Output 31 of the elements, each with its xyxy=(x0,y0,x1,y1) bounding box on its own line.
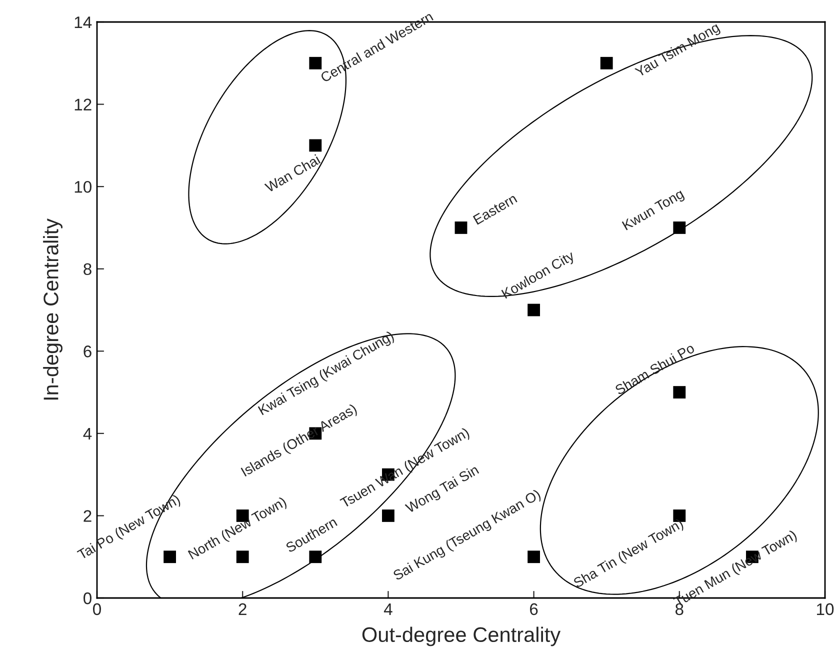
x-tick-label: 6 xyxy=(530,603,538,616)
x-tick-label: 10 xyxy=(817,603,834,616)
y-tick-label: 12 xyxy=(74,98,92,110)
point xyxy=(673,386,686,398)
x-tick-label: 0 xyxy=(93,603,101,616)
y-axis-title: In-degree Centrality xyxy=(43,218,62,400)
point xyxy=(673,222,686,234)
y-tick-label: 0 xyxy=(84,592,92,604)
point xyxy=(309,139,322,152)
x-tick-label: 8 xyxy=(675,603,684,616)
y-tick-label: 4 xyxy=(83,428,92,440)
x-tick-label: 2 xyxy=(238,603,246,615)
annotation: Sham Shui Po xyxy=(614,342,696,396)
point xyxy=(528,304,540,316)
x-axis-title: Out-degree Centrality xyxy=(362,626,561,646)
point xyxy=(528,550,540,564)
y-tick-label: 2 xyxy=(84,510,92,522)
y-tick-label: 6 xyxy=(84,346,92,358)
point xyxy=(164,550,176,564)
point xyxy=(309,56,322,70)
annotation: Yau Tsim Mong xyxy=(634,22,722,80)
point xyxy=(382,510,394,522)
point xyxy=(454,222,468,234)
y-tick-label: 14 xyxy=(74,16,92,28)
annotation: Kwun Tong xyxy=(622,188,686,233)
annotation: Wan Chai xyxy=(264,154,321,193)
point xyxy=(600,56,613,70)
x-tick-label: 4 xyxy=(384,603,392,615)
y-tick-label: 10 xyxy=(74,180,92,193)
y-tick-label: 8 xyxy=(84,263,92,276)
point xyxy=(236,550,249,564)
